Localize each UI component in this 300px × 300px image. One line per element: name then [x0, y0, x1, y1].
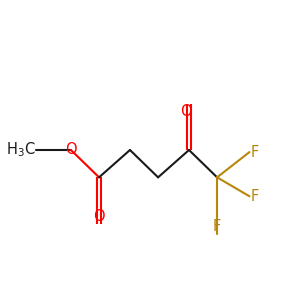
Text: O: O [65, 142, 77, 158]
Text: F: F [251, 145, 259, 160]
Text: O: O [93, 208, 105, 224]
Text: F: F [213, 219, 221, 234]
Text: O: O [180, 104, 192, 119]
Text: H$_3$C: H$_3$C [6, 141, 36, 159]
Text: F: F [251, 189, 259, 204]
